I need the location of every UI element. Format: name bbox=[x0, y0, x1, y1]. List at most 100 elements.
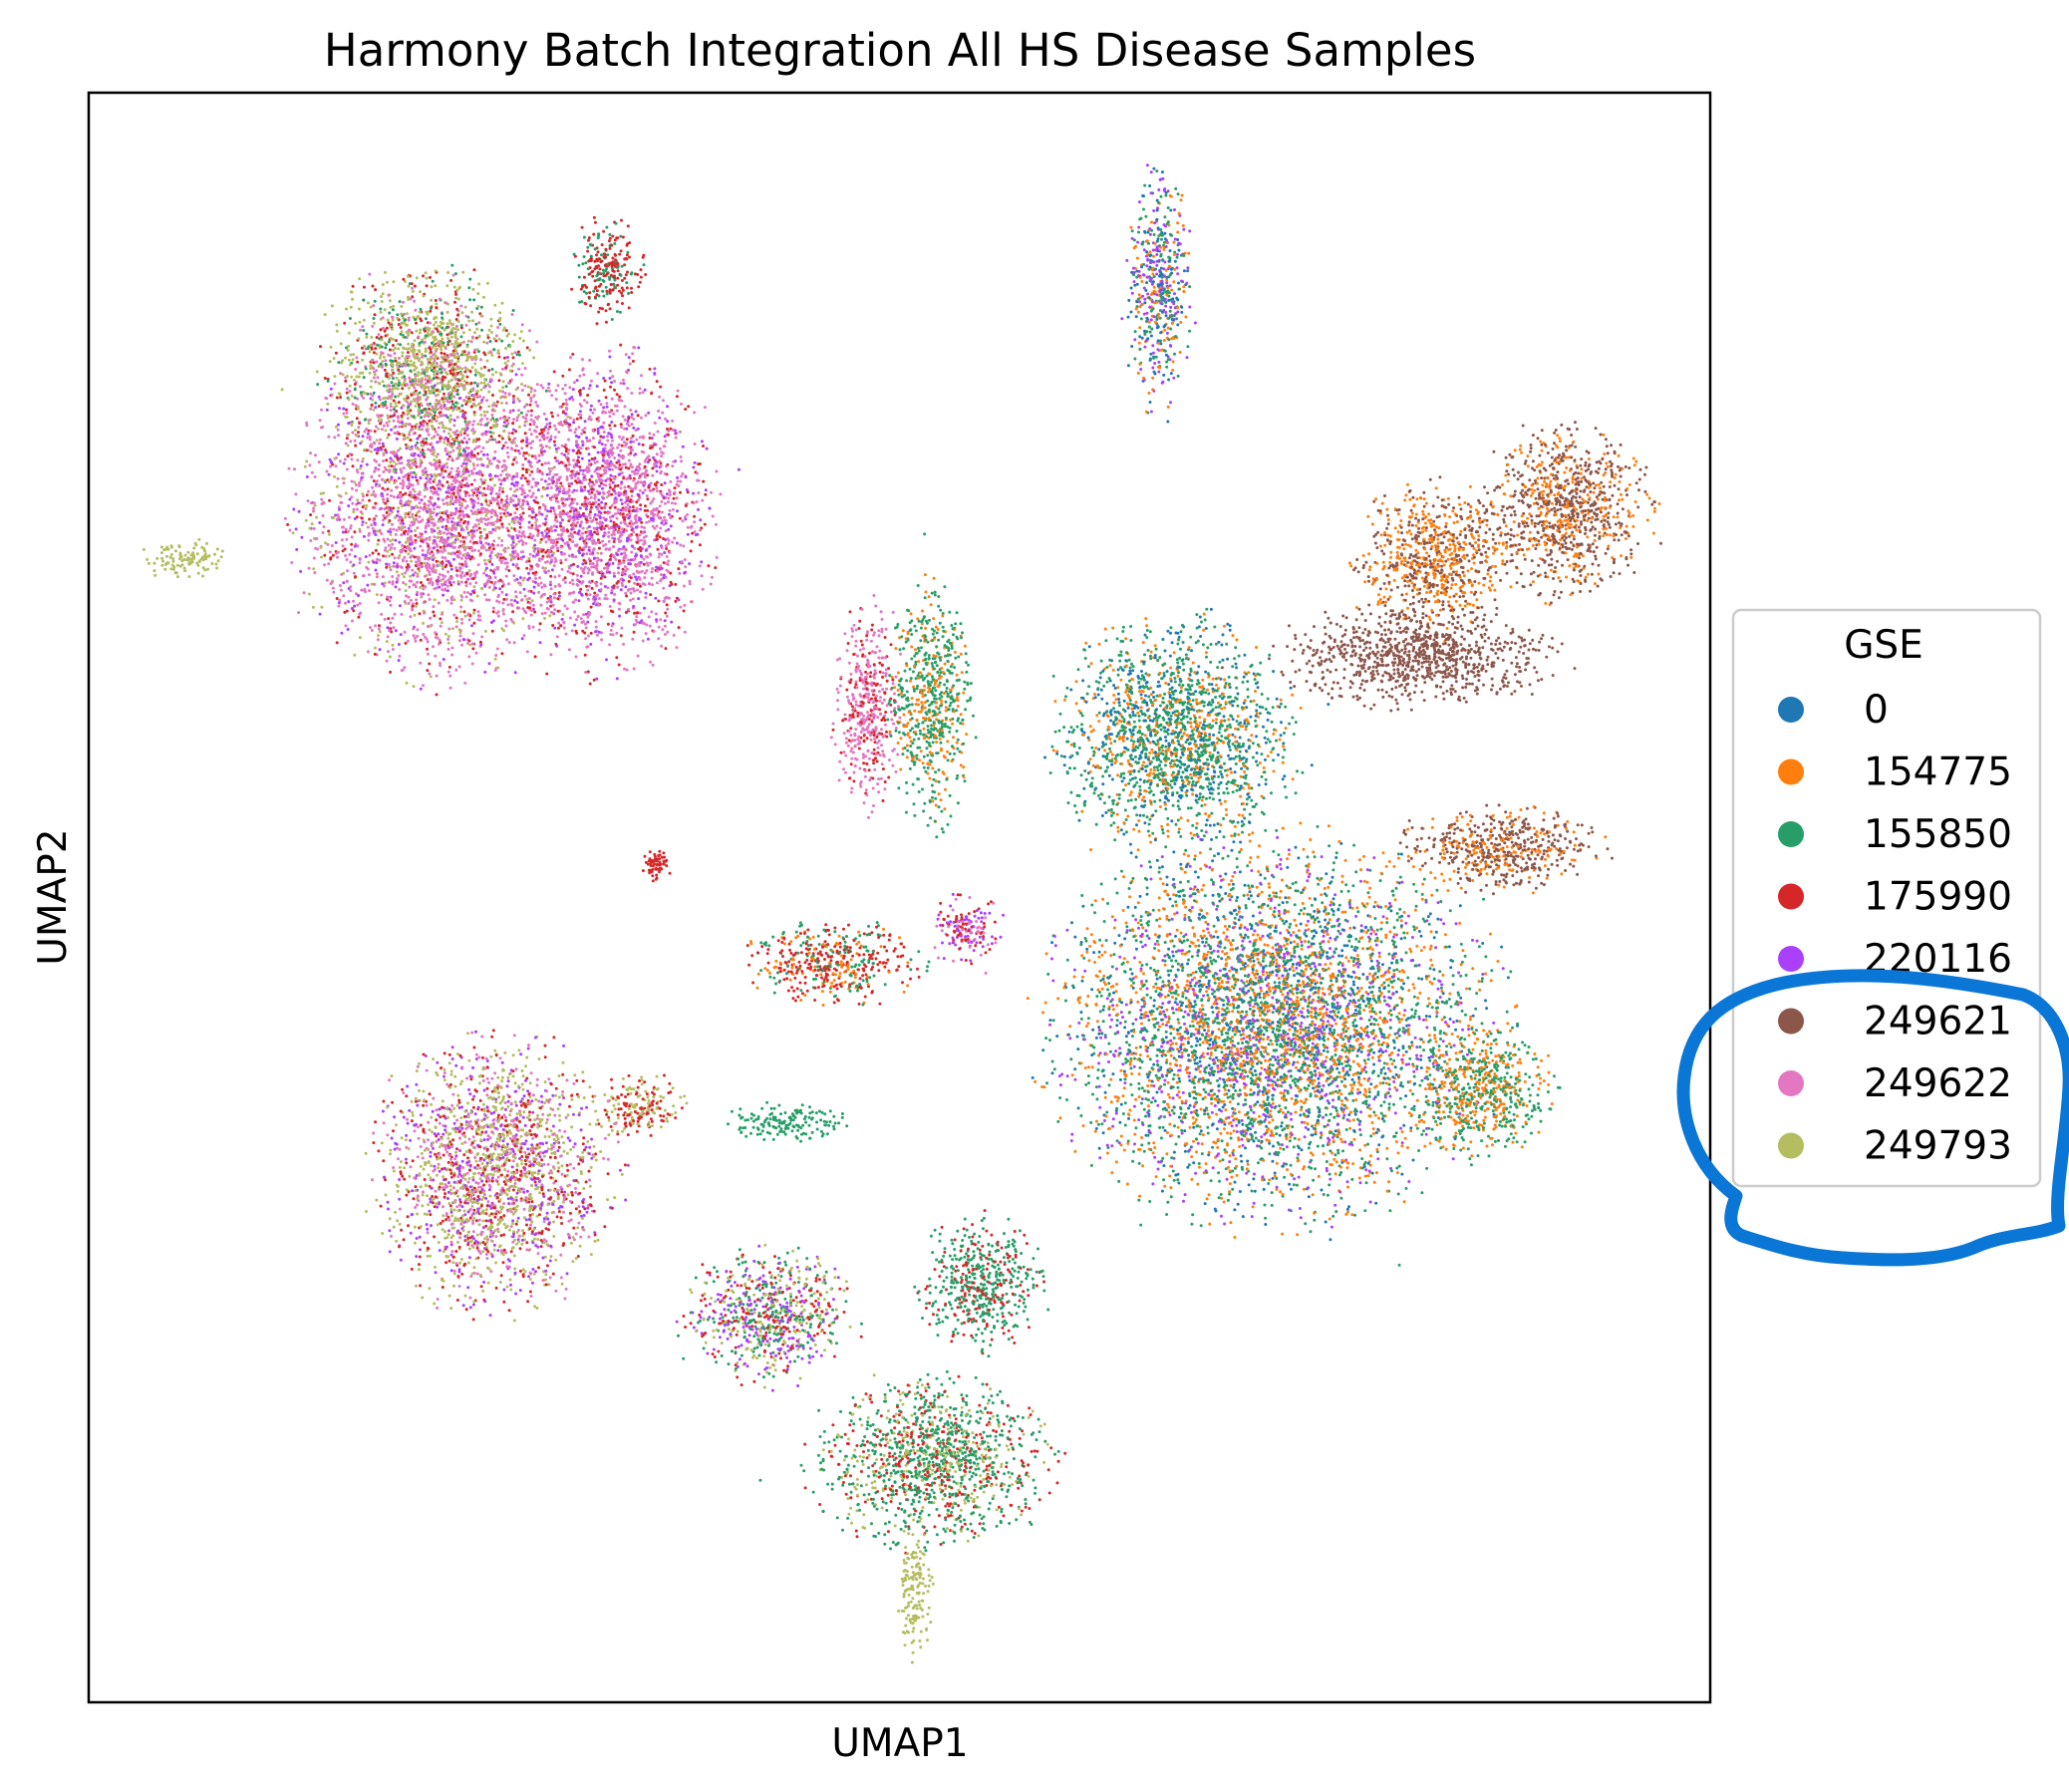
scatter-point-249622 bbox=[461, 513, 465, 517]
scatter-point-249793 bbox=[351, 358, 355, 362]
scatter-point-249622 bbox=[438, 505, 442, 509]
scatter-point-249622 bbox=[495, 465, 499, 469]
scatter-point-249622 bbox=[406, 532, 410, 536]
scatter-point-249622 bbox=[455, 490, 459, 494]
scatter-point-220116 bbox=[397, 659, 401, 663]
scatter-point-249622 bbox=[715, 555, 719, 559]
scatter-point-175990 bbox=[385, 375, 389, 379]
scatter-point-249622 bbox=[520, 487, 524, 491]
scatter-point-155850 bbox=[459, 324, 463, 328]
scatter-point-220116 bbox=[644, 591, 648, 595]
scatter-point-249622 bbox=[481, 396, 485, 400]
scatter-point-175990 bbox=[335, 641, 339, 645]
scatter-point-175990 bbox=[472, 268, 476, 272]
scatter-point-175990 bbox=[441, 397, 444, 401]
scatter-point-249793 bbox=[448, 502, 452, 506]
scatter-point-175990 bbox=[600, 506, 604, 510]
scatter-point-175990 bbox=[399, 326, 403, 329]
scatter-point-249793 bbox=[472, 585, 476, 589]
scatter-point-249793 bbox=[460, 501, 464, 505]
scatter-point-249793 bbox=[451, 409, 455, 413]
scatter-point-220116 bbox=[514, 480, 518, 484]
scatter-point-249793 bbox=[416, 374, 420, 378]
scatter-point-249622 bbox=[412, 432, 416, 436]
scatter-point-249793 bbox=[415, 276, 419, 280]
scatter-point-175990 bbox=[432, 610, 436, 614]
scatter-point-220116 bbox=[609, 519, 613, 523]
scatter-point-175990 bbox=[411, 604, 415, 608]
scatter-point-249622 bbox=[316, 547, 320, 551]
scatter-point-249622 bbox=[475, 457, 479, 461]
scatter-point-249793 bbox=[544, 566, 547, 570]
scatter-point-220116 bbox=[433, 539, 437, 542]
scatter-point-175990 bbox=[487, 369, 491, 373]
scatter-point-249622 bbox=[393, 432, 397, 435]
scatter-point-249793 bbox=[389, 402, 393, 406]
scatter-point-249622 bbox=[616, 585, 620, 589]
scatter-point-249622 bbox=[397, 556, 401, 560]
scatter-point-249793 bbox=[474, 357, 478, 360]
scatter-point-249622 bbox=[424, 524, 428, 528]
scatter-point-249622 bbox=[461, 528, 465, 532]
scatter-point-249622 bbox=[697, 491, 701, 494]
scatter-point-220116 bbox=[500, 447, 504, 450]
scatter-point-249622 bbox=[297, 611, 301, 615]
scatter-point-220116 bbox=[441, 525, 444, 529]
scatter-point-249793 bbox=[347, 344, 351, 348]
scatter-point-249622 bbox=[479, 423, 483, 427]
scatter-point-249793 bbox=[481, 374, 485, 377]
scatter-point-249622 bbox=[410, 520, 414, 524]
scatter-point-249622 bbox=[389, 568, 393, 572]
scatter-point-220116 bbox=[676, 509, 679, 513]
scatter-point-220116 bbox=[444, 436, 447, 440]
scatter-point-249793 bbox=[329, 345, 333, 349]
scatter-point-249622 bbox=[505, 565, 509, 568]
scatter-point-249622 bbox=[462, 590, 466, 594]
scatter-point-249793 bbox=[471, 287, 475, 291]
scatter-point-249793 bbox=[407, 412, 411, 416]
scatter-point-249622 bbox=[309, 451, 313, 455]
scatter-point-155850 bbox=[449, 331, 453, 335]
scatter-point-175990 bbox=[392, 371, 396, 375]
scatter-point-220116 bbox=[471, 498, 475, 502]
scatter-point-249793 bbox=[458, 285, 461, 289]
scatter-point-249793 bbox=[410, 400, 414, 404]
scatter-point-249622 bbox=[589, 495, 593, 499]
scatter-point-175990 bbox=[463, 483, 467, 487]
scatter-point-249622 bbox=[593, 408, 596, 412]
scatter-point-249622 bbox=[459, 605, 463, 609]
scatter-point-175990 bbox=[480, 473, 484, 477]
scatter-point-249622 bbox=[443, 581, 446, 585]
scatter-point-249622 bbox=[507, 432, 511, 436]
scatter-point-249622 bbox=[312, 527, 316, 530]
scatter-point-249622 bbox=[513, 351, 517, 355]
scatter-point-249622 bbox=[510, 604, 514, 607]
scatter-point-249793 bbox=[458, 410, 462, 414]
scatter-point-220116 bbox=[527, 459, 531, 463]
scatter-point-155850 bbox=[452, 442, 456, 446]
scatter-point-249793 bbox=[406, 436, 410, 440]
scatter-point-249622 bbox=[489, 530, 493, 534]
scatter-point-249622 bbox=[411, 483, 415, 487]
scatter-point-175990 bbox=[455, 307, 459, 311]
scatter-point-249622 bbox=[512, 418, 516, 422]
scatter-point-249622 bbox=[414, 571, 418, 575]
scatter-point-249622 bbox=[438, 465, 442, 469]
scatter-point-249793 bbox=[477, 522, 480, 526]
scatter-point-249622 bbox=[631, 352, 635, 356]
scatter-point-249622 bbox=[441, 612, 443, 616]
scatter-point-249793 bbox=[339, 342, 343, 346]
scatter-point-249622 bbox=[565, 475, 569, 479]
scatter-point-249793 bbox=[421, 353, 424, 357]
scatter-point-249622 bbox=[322, 500, 325, 504]
scatter-point-249622 bbox=[395, 528, 399, 532]
scatter-point-249622 bbox=[490, 522, 494, 526]
scatter-point-175990 bbox=[443, 352, 446, 356]
scatter-point-249793 bbox=[456, 580, 460, 583]
scatter-point-249622 bbox=[539, 384, 543, 388]
scatter-point-249793 bbox=[412, 458, 416, 462]
scatter-point-175990 bbox=[413, 555, 417, 559]
scatter-point-249622 bbox=[459, 464, 463, 468]
scatter-point-175990 bbox=[483, 353, 487, 357]
scatter-point-249622 bbox=[385, 659, 389, 663]
